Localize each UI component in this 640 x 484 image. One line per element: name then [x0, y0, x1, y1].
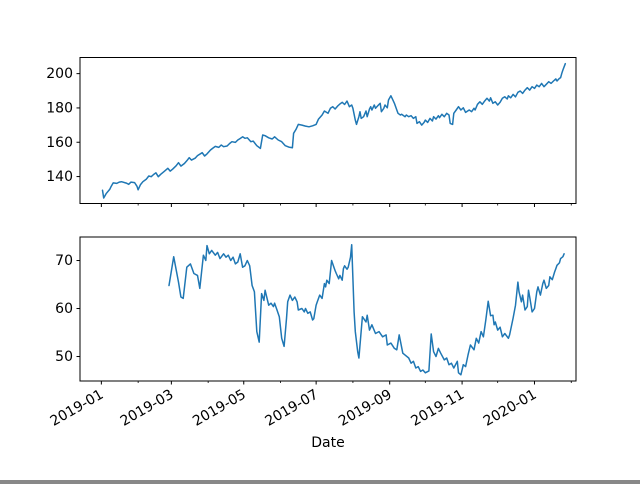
y-tick-label: 180	[46, 101, 73, 117]
y-tick-label: 160	[46, 135, 73, 151]
y-tick-label: 50	[55, 349, 73, 365]
axes-spines	[79, 57, 577, 204]
x-axis-title: Date	[311, 435, 344, 451]
y-tick-label: 200	[46, 66, 73, 82]
bottom-series-line	[168, 243, 565, 376]
y-tick-label: 60	[55, 301, 73, 317]
top-series-line	[101, 62, 567, 199]
top-axes: 140 160 180 200	[46, 57, 577, 207]
y-tick-label: 70	[55, 253, 73, 269]
y-tick-label: 140	[46, 169, 73, 185]
